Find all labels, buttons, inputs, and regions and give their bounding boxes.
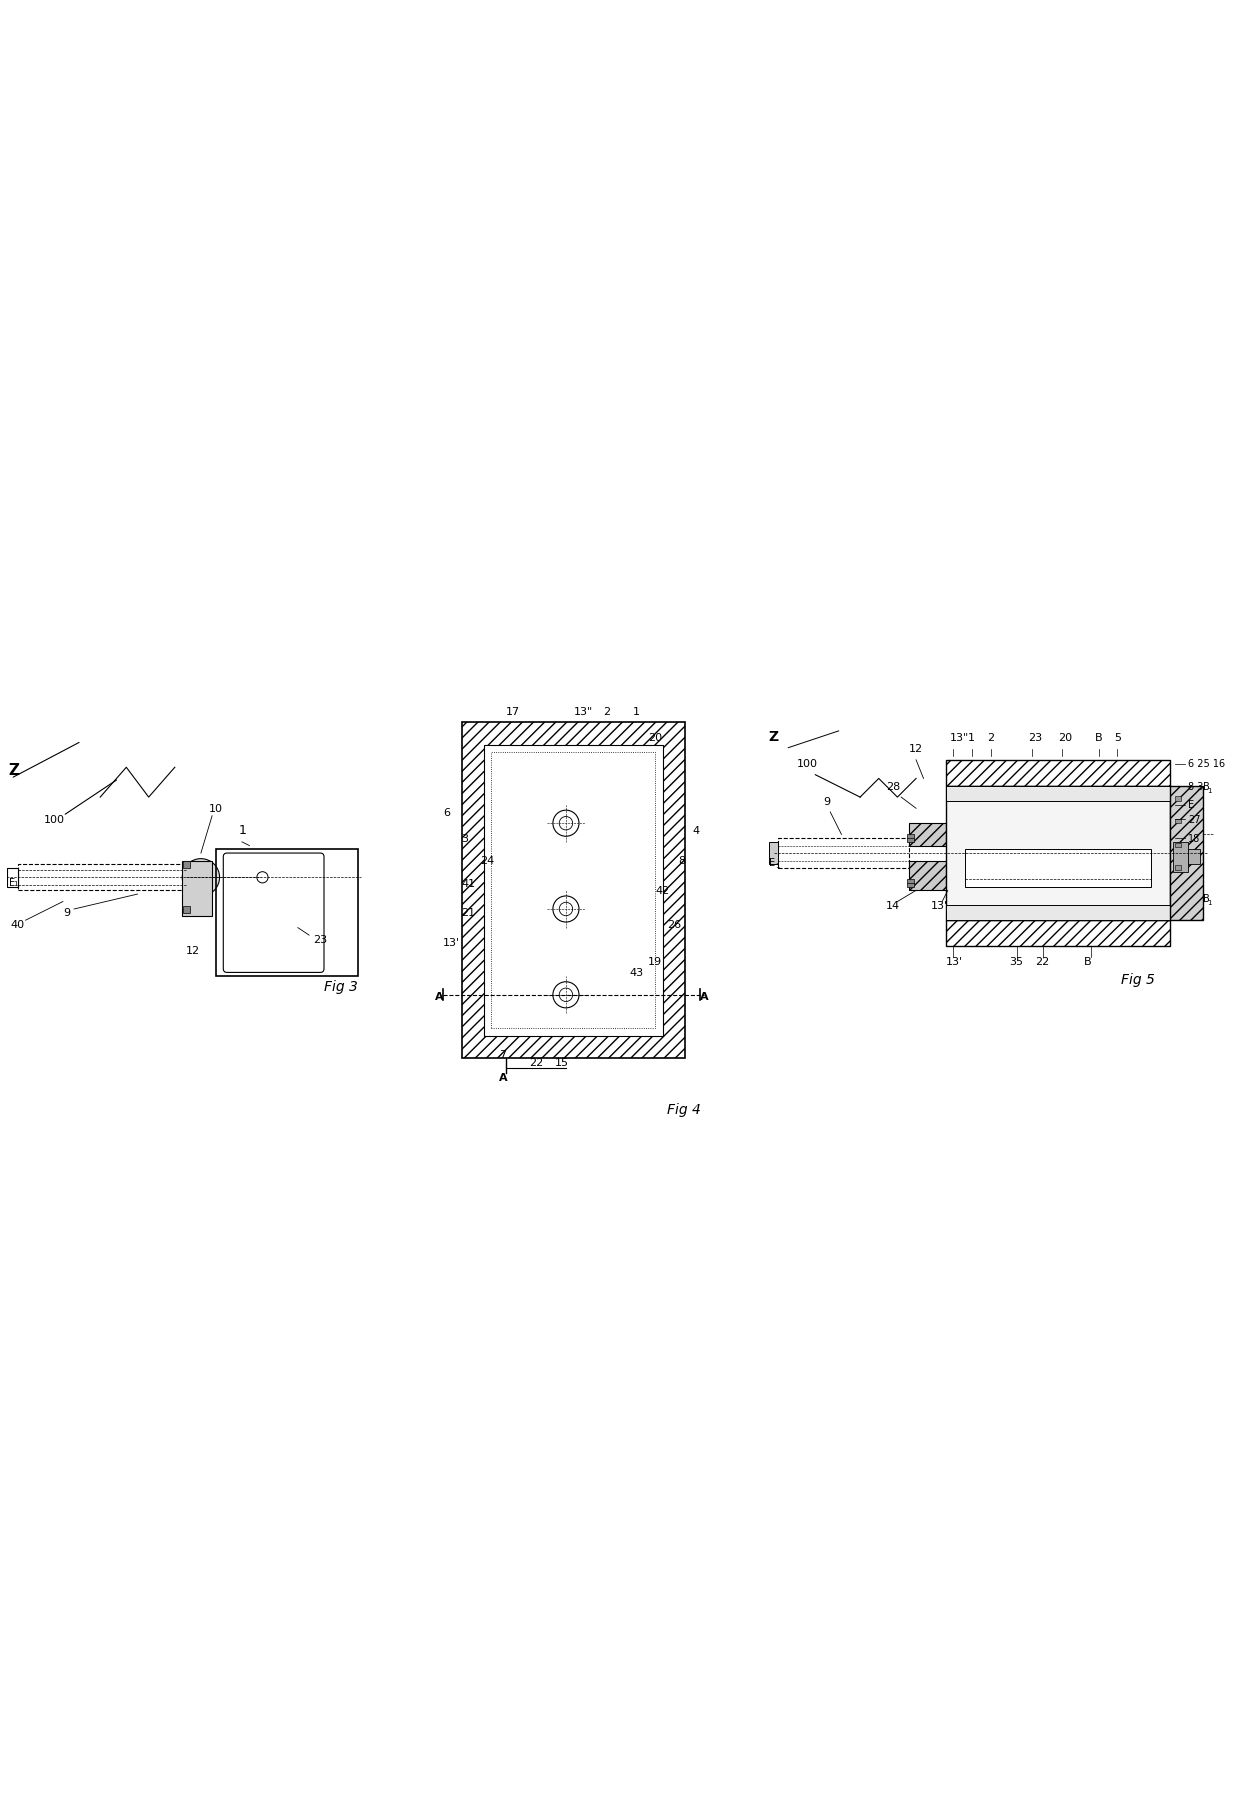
Text: 8: 8 <box>678 856 684 865</box>
Text: 9: 9 <box>63 909 69 918</box>
Text: 12: 12 <box>186 945 200 956</box>
Bar <box>182 860 212 916</box>
Text: B: B <box>1084 956 1091 967</box>
Bar <box>906 880 914 887</box>
Text: Fig 3: Fig 3 <box>324 980 358 994</box>
Text: 26: 26 <box>667 920 681 929</box>
Text: 1: 1 <box>14 882 19 887</box>
Bar <box>491 753 656 1029</box>
Text: 13': 13' <box>946 956 963 967</box>
Text: 13": 13" <box>573 707 593 716</box>
Text: 1: 1 <box>775 864 780 869</box>
Text: 6: 6 <box>443 807 450 818</box>
Text: 40: 40 <box>11 920 25 929</box>
Text: E: E <box>1188 800 1194 811</box>
Text: 22: 22 <box>1035 956 1050 967</box>
Text: 41: 41 <box>461 878 476 889</box>
Text: 2: 2 <box>987 733 994 744</box>
Text: 1: 1 <box>1207 900 1211 905</box>
Bar <box>461 722 686 1058</box>
Bar <box>1169 785 1203 920</box>
Text: 13": 13" <box>950 733 968 744</box>
Text: 13': 13' <box>931 902 949 911</box>
Bar <box>184 862 190 867</box>
Text: 23: 23 <box>1028 733 1042 744</box>
Text: 5: 5 <box>1114 733 1121 744</box>
Bar <box>906 834 914 842</box>
Circle shape <box>182 858 219 896</box>
Text: E: E <box>769 858 775 869</box>
Bar <box>946 785 1169 800</box>
Text: 19: 19 <box>649 956 662 967</box>
Text: 10: 10 <box>208 804 222 814</box>
Text: 28: 28 <box>887 782 900 791</box>
Text: 15: 15 <box>554 1058 569 1067</box>
Text: 100: 100 <box>797 760 817 769</box>
Bar <box>769 842 777 864</box>
Bar <box>946 920 1169 947</box>
Bar <box>965 849 1151 887</box>
Text: 22: 22 <box>528 1058 543 1067</box>
Bar <box>484 745 663 1036</box>
Text: Fig 4: Fig 4 <box>667 1104 701 1116</box>
Text: 9: 9 <box>823 796 830 807</box>
Text: A: A <box>498 1073 507 1082</box>
Text: Z: Z <box>9 764 20 778</box>
Text: 14: 14 <box>887 902 900 911</box>
Text: 3: 3 <box>461 834 469 844</box>
Text: 2: 2 <box>603 707 610 716</box>
Text: 23: 23 <box>312 934 327 945</box>
Text: 21: 21 <box>461 909 476 918</box>
Bar <box>1176 865 1180 869</box>
Bar <box>946 905 1169 920</box>
Bar <box>1176 844 1180 847</box>
Text: B: B <box>1095 733 1102 744</box>
Bar <box>1176 818 1180 824</box>
Text: 35: 35 <box>1009 956 1023 967</box>
Text: B: B <box>1203 893 1210 904</box>
Bar <box>909 824 946 845</box>
Text: 6 25 16: 6 25 16 <box>1188 760 1225 769</box>
Bar <box>19 864 186 891</box>
Text: 17: 17 <box>506 707 521 716</box>
Text: 20: 20 <box>649 733 662 744</box>
Text: 18: 18 <box>1188 834 1200 844</box>
Text: 43: 43 <box>630 969 644 978</box>
Text: B: B <box>1203 782 1210 791</box>
Text: 27: 27 <box>1188 814 1200 825</box>
Text: 4: 4 <box>693 827 699 836</box>
Text: 12: 12 <box>909 744 923 754</box>
Text: 1: 1 <box>238 824 246 838</box>
Bar <box>946 785 1169 920</box>
Text: A: A <box>701 993 709 1002</box>
Text: 1: 1 <box>968 733 976 744</box>
Bar <box>184 905 190 913</box>
Bar <box>1188 849 1199 864</box>
Bar <box>1176 796 1180 800</box>
Bar <box>946 760 1169 785</box>
Text: Fig 5: Fig 5 <box>1121 973 1156 987</box>
Text: 100: 100 <box>45 814 66 825</box>
Text: Z: Z <box>769 731 779 744</box>
Text: 42: 42 <box>656 885 670 896</box>
Text: 1: 1 <box>1207 789 1211 794</box>
Bar <box>777 838 909 867</box>
Text: 20: 20 <box>1058 733 1071 744</box>
Text: 13': 13' <box>443 938 460 949</box>
Text: 1: 1 <box>634 707 640 716</box>
Bar <box>216 849 357 976</box>
Bar <box>909 860 946 891</box>
Text: 24: 24 <box>480 856 495 865</box>
Text: 8 3: 8 3 <box>1188 782 1204 791</box>
Text: A: A <box>435 993 444 1002</box>
Text: 7: 7 <box>498 1051 506 1060</box>
Bar <box>7 867 19 887</box>
Text: E: E <box>9 878 15 887</box>
Bar <box>1173 842 1188 871</box>
